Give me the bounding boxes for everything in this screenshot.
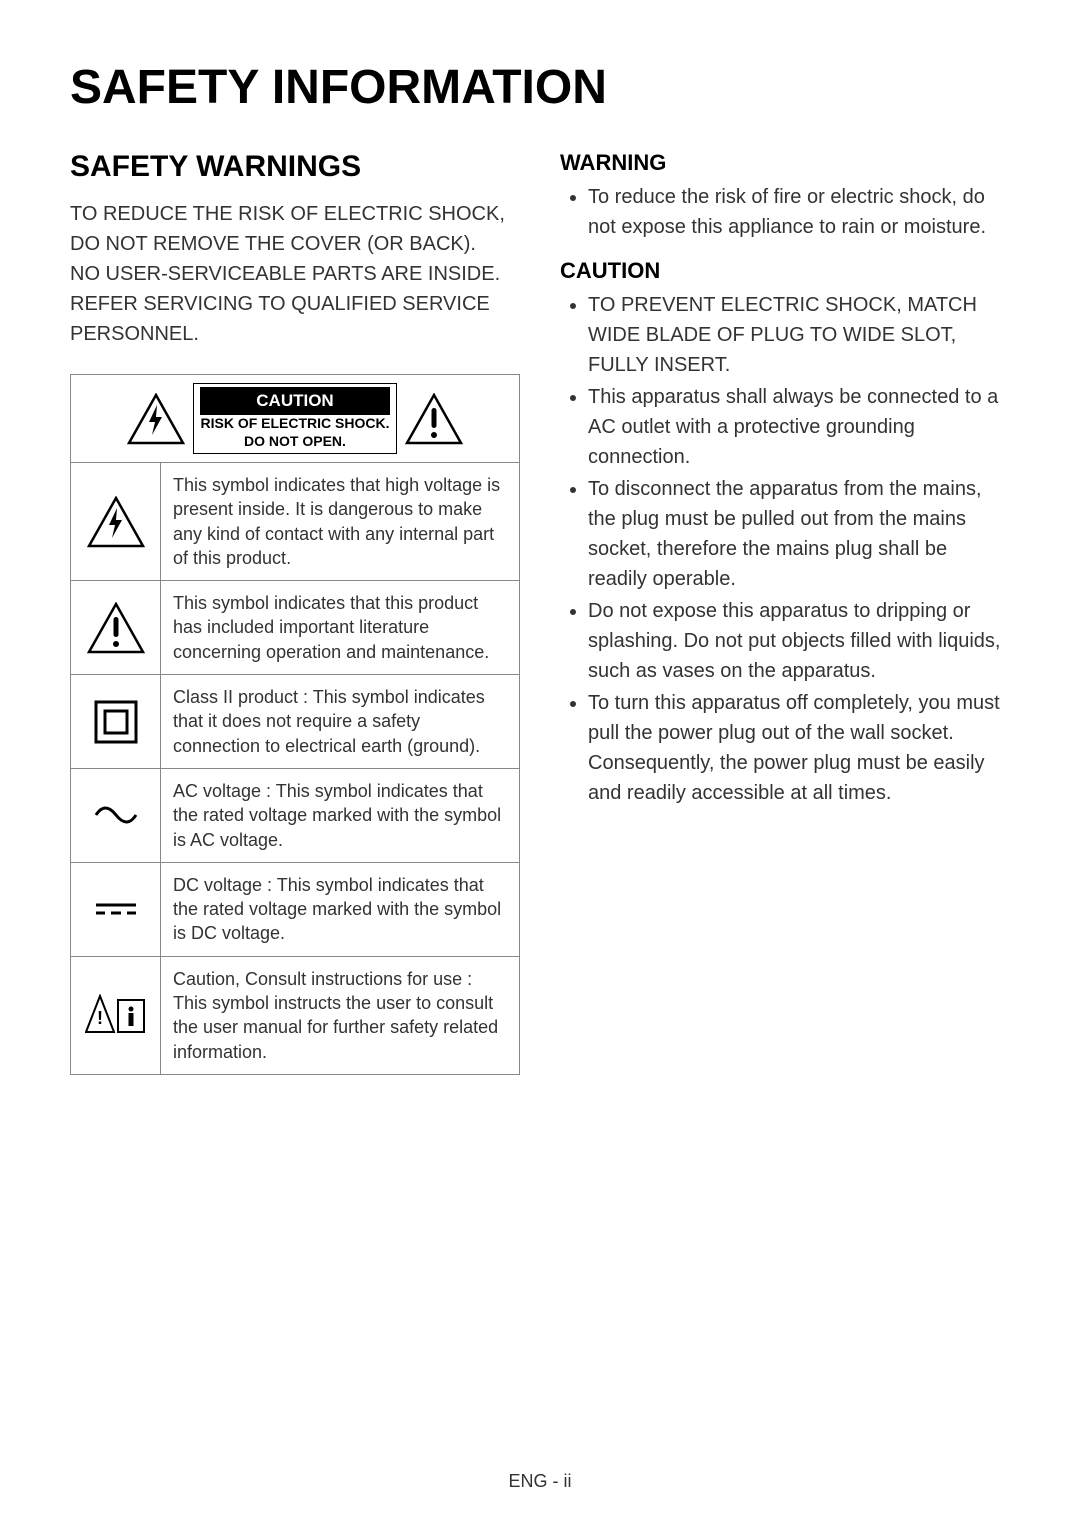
consult-manual-icon: ! [71,956,161,1074]
intro-text: TO REDUCE THE RISK OF ELECTRIC SHOCK, DO… [70,199,520,349]
exclamation-triangle-icon [405,393,463,445]
caution-label: CAUTION [200,387,389,415]
table-row: AC voltage : This symbol indicates that … [71,768,520,862]
warning-list: To reduce the risk of fire or electric s… [560,182,1010,242]
bolt-triangle-icon [71,463,161,581]
caution-sub1: RISK OF ELECTRIC SHOCK. [200,415,389,433]
warning-heading: WARNING [560,150,1010,176]
symbol-desc: Caution, Consult instructions for use : … [161,956,520,1074]
caution-heading: CAUTION [560,258,1010,284]
symbol-desc: DC voltage : This symbol indicates that … [161,862,520,956]
list-item: Do not expose this apparatus to dripping… [588,596,1010,686]
section-heading: SAFETY WARNINGS [70,150,520,184]
list-item: This apparatus shall always be connected… [588,382,1010,472]
table-row: ! Caution, Consult instructions for use … [71,956,520,1074]
list-item: To disconnect the apparatus from the mai… [588,474,1010,594]
caution-sub2: DO NOT OPEN. [200,433,389,451]
caution-header-row: CAUTION RISK OF ELECTRIC SHOCK. DO NOT O… [71,375,520,463]
right-column: WARNING To reduce the risk of fire or el… [560,150,1010,1075]
table-row: DC voltage : This symbol indicates that … [71,862,520,956]
class-ii-icon [71,675,161,769]
page-footer: ENG - ii [0,1471,1080,1492]
caution-box: CAUTION RISK OF ELECTRIC SHOCK. DO NOT O… [193,383,396,454]
symbol-desc: AC voltage : This symbol indicates that … [161,768,520,862]
left-column: SAFETY WARNINGS TO REDUCE THE RISK OF EL… [70,150,520,1075]
bolt-triangle-icon [127,393,185,445]
table-row: Class II product : This symbol indicates… [71,675,520,769]
exclamation-triangle-icon [71,581,161,675]
caution-list: TO PREVENT ELECTRIC SHOCK, MATCH WIDE BL… [560,290,1010,808]
list-item: To turn this apparatus off completely, y… [588,688,1010,808]
symbol-desc: Class II product : This symbol indicates… [161,675,520,769]
svg-text:!: ! [97,1008,103,1028]
dc-voltage-icon [71,862,161,956]
symbol-table: CAUTION RISK OF ELECTRIC SHOCK. DO NOT O… [70,374,520,1075]
ac-voltage-icon [71,768,161,862]
symbol-desc: This symbol indicates that high voltage … [161,463,520,581]
content-columns: SAFETY WARNINGS TO REDUCE THE RISK OF EL… [70,150,1010,1075]
page-title: SAFETY INFORMATION [70,60,1010,115]
list-item: To reduce the risk of fire or electric s… [588,182,1010,242]
table-row: This symbol indicates that high voltage … [71,463,520,581]
symbol-desc: This symbol indicates that this product … [161,581,520,675]
list-item: TO PREVENT ELECTRIC SHOCK, MATCH WIDE BL… [588,290,1010,380]
table-row: This symbol indicates that this product … [71,581,520,675]
